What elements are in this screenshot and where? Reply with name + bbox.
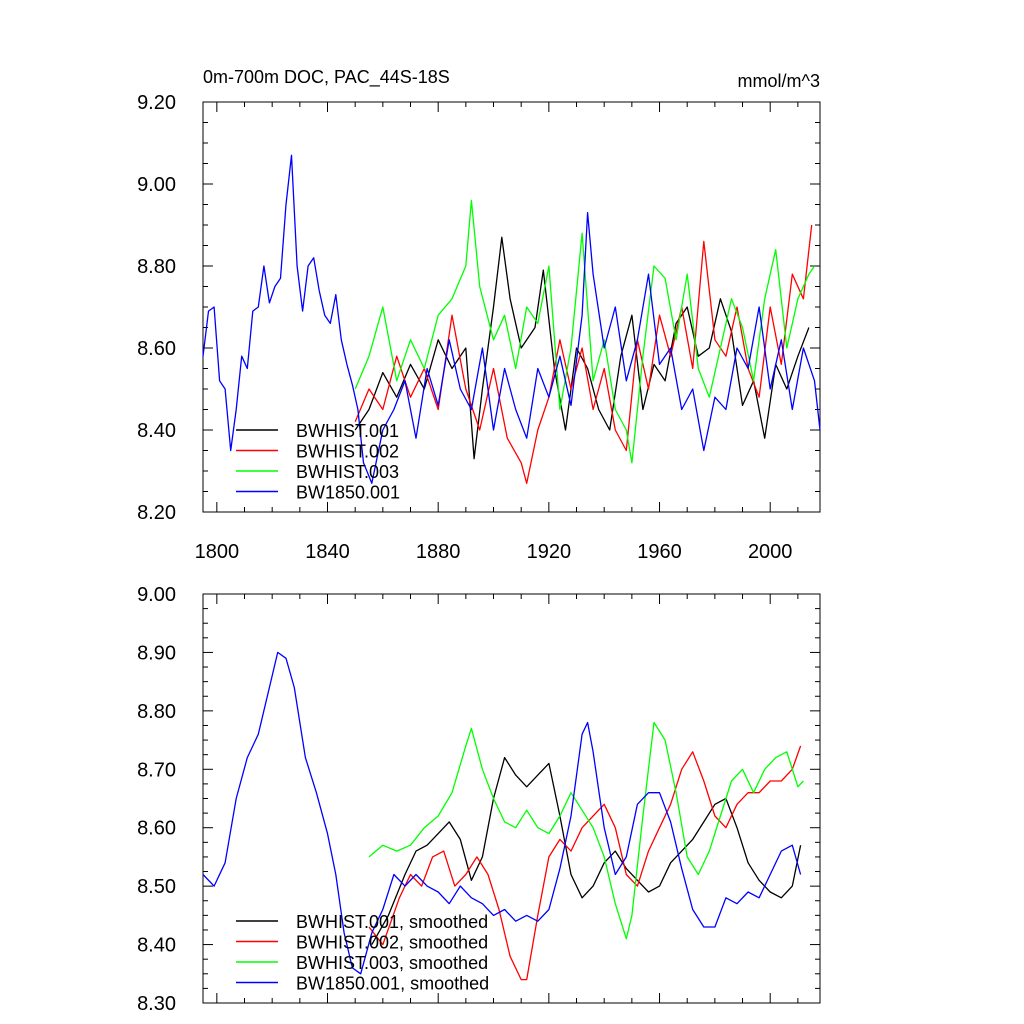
bottom-y-ticks: 8.30 8.40 8.50 8.60 8.70 8.80 8.90 9.00 — [137, 584, 820, 1015]
legend-label: BWHIST.002, smoothed — [296, 933, 488, 953]
legend-label: BWHIST.001, smoothed — [296, 912, 488, 932]
x-tick-label: 1800 — [195, 541, 240, 563]
bottom-panel: 8.30 8.40 8.50 8.60 8.70 8.80 8.90 9.00 BWHIST.… — [137, 584, 821, 1015]
x-tick-label: 1880 — [416, 541, 461, 563]
y-tick-label: 9.20 — [137, 92, 176, 114]
y-tick-label: 8.90 — [137, 642, 176, 664]
series-line-bwhist-003-smoothed — [368, 721, 804, 940]
series-line-bwhist-002-smoothed — [368, 745, 802, 981]
bottom-series — [202, 651, 804, 981]
x-tick-label: 1840 — [305, 541, 350, 563]
y-tick-label: 8.50 — [137, 876, 176, 898]
y-tick-label: 8.80 — [137, 701, 176, 723]
top-series — [202, 154, 821, 484]
units-label: mmol/m^3 — [738, 71, 820, 91]
legend-label: BWHIST.001 — [296, 421, 399, 441]
series-line-bw1850-001-smoothed — [202, 651, 802, 975]
legend-label: BWHIST.003, smoothed — [296, 953, 488, 973]
bottom-x-ticks — [216, 594, 799, 1003]
top-x-ticks: 1800 1840 1880 1920 1960 2000 — [195, 102, 799, 563]
legend-label: BW1850.001 — [296, 483, 400, 503]
top-panel: 0m-700m DOC, PAC_44S-18S mmol/m^3 8.208.… — [137, 67, 821, 563]
x-tick-label: 1920 — [527, 541, 572, 563]
y-tick-label: 8.40 — [137, 420, 176, 442]
x-tick-label: 1960 — [637, 541, 682, 563]
series-line-bwhist-003 — [354, 199, 816, 464]
x-tick-label: 2000 — [748, 541, 793, 563]
y-tick-label: 8.60 — [137, 338, 176, 360]
series-line-bwhist-002 — [354, 224, 813, 484]
y-tick-label: 9.00 — [137, 584, 176, 606]
legend-label: BWHIST.002 — [296, 442, 399, 462]
legend-label: BW1850.001, smoothed — [296, 974, 489, 994]
y-tick-label: 9.00 — [137, 174, 176, 196]
y-tick-label: 8.80 — [137, 256, 176, 278]
legend-label: BWHIST.003 — [296, 462, 399, 482]
chart-title: 0m-700m DOC, PAC_44S-18S — [203, 67, 450, 88]
series-line-bw1850-001 — [202, 154, 821, 484]
series-line-bwhist-001-smoothed — [371, 756, 802, 945]
y-tick-label: 8.30 — [137, 993, 176, 1015]
top-y-ticks: 8.20 8.40 8.60 8.80 9.00 9.20 — [137, 92, 820, 524]
y-tick-label: 8.20 — [137, 502, 176, 524]
y-tick-label: 8.70 — [137, 759, 176, 781]
y-tick-label: 8.40 — [137, 935, 176, 957]
y-tick-label: 8.60 — [137, 818, 176, 840]
